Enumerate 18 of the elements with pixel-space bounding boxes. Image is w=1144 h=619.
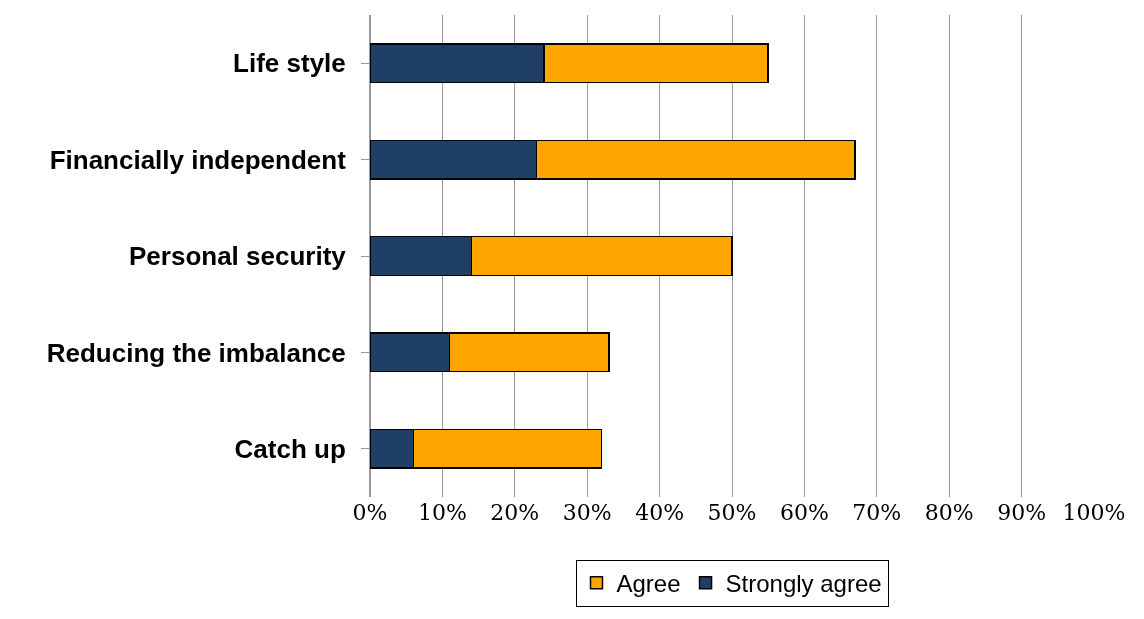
x-tick-label: 80% <box>924 500 974 525</box>
legend-label: Strongly agree <box>725 570 882 598</box>
x-tick-label: 20% <box>490 500 540 525</box>
x-tick-label: 100% <box>1062 500 1126 525</box>
y-tick-label: Personal security <box>129 241 347 272</box>
x-tick-label: 30% <box>562 500 612 525</box>
x-tick-label: 70% <box>852 500 902 525</box>
y-tick-label: Catch up <box>234 433 346 464</box>
y-tick-label: Financially independent <box>49 144 347 175</box>
x-tick-label: 40% <box>635 500 685 525</box>
x-tick-label: 90% <box>997 500 1047 525</box>
x-tick-label: 0% <box>352 500 388 525</box>
y-tick-label: Life style <box>233 48 346 79</box>
legend-label: Agree <box>616 570 681 598</box>
y-tick-label: Reducing the imbalance <box>46 337 346 368</box>
x-tick-label: 60% <box>779 500 829 525</box>
x-tick-label: 50% <box>707 500 757 525</box>
x-tick-label: 10% <box>417 500 467 525</box>
